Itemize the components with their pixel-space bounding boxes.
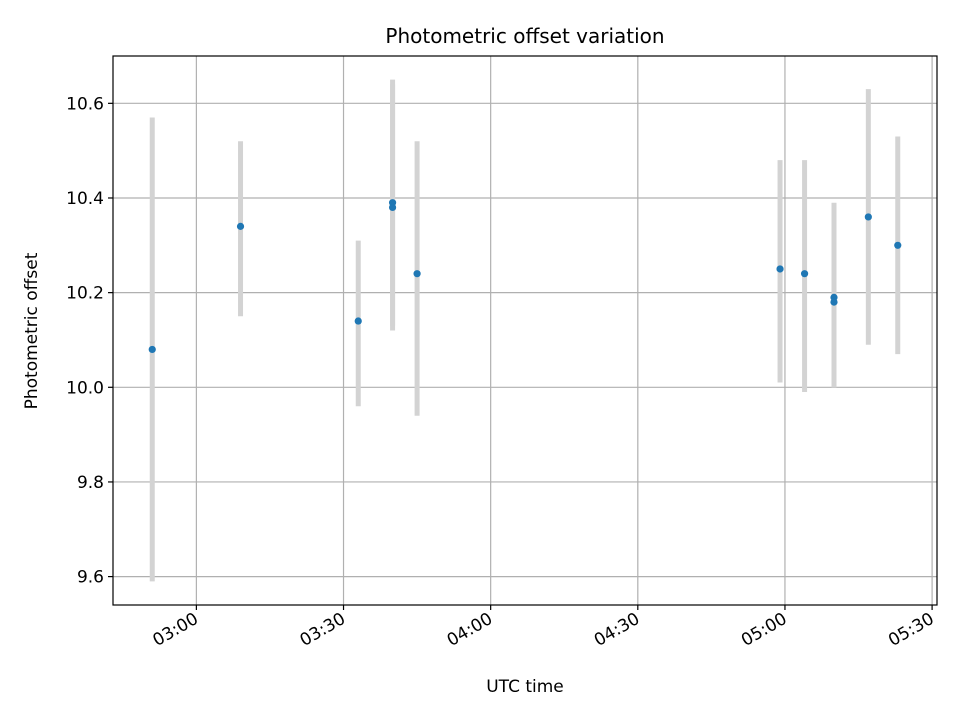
data-point	[800, 270, 809, 278]
data-point	[864, 213, 872, 221]
data-point	[894, 241, 902, 249]
y-tick-label: 9.8	[77, 473, 104, 493]
y-axis-ticks: 9.6 9.8 10.0 10.2 10.4 10.6	[66, 94, 113, 588]
plot-area-frame	[112, 55, 938, 606]
data-point	[388, 203, 397, 212]
data-point	[413, 270, 421, 278]
data-point	[236, 222, 245, 230]
x-axis-title: UTC time	[486, 677, 564, 697]
y-tick-label: 10.4	[66, 189, 104, 209]
y-axis-title: Photometric offset	[22, 252, 42, 409]
y-tick-label: 10.6	[66, 94, 104, 114]
data-point	[776, 265, 784, 273]
y-tick-label: 9.6	[77, 568, 104, 588]
data-point	[148, 345, 156, 354]
grid-lines	[113, 56, 937, 605]
data-point	[354, 317, 362, 325]
chart-title: Photometric offset variation	[385, 24, 664, 48]
data-points	[148, 199, 902, 354]
y-tick-label: 10.2	[66, 284, 104, 304]
data-point	[830, 298, 838, 306]
y-tick-label: 10.0	[66, 378, 104, 398]
